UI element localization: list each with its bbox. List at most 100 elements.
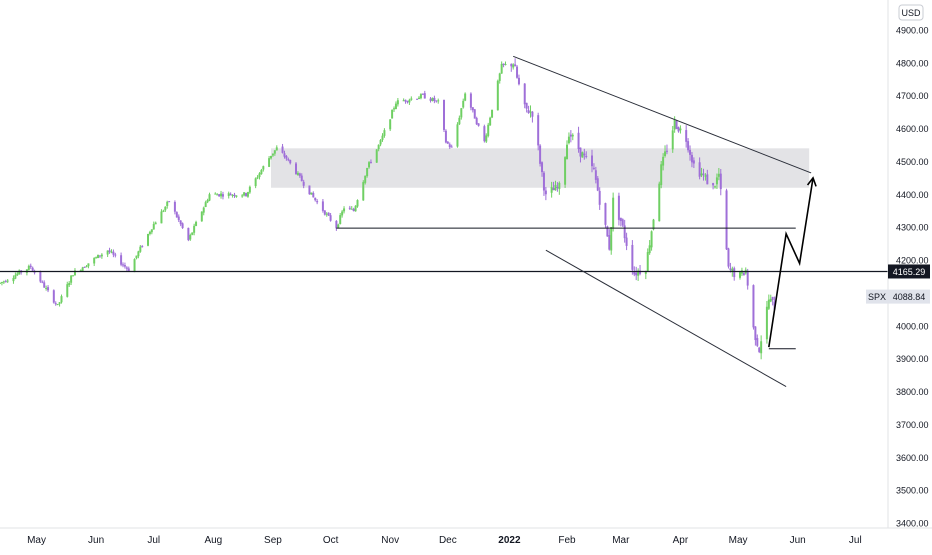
candle-body — [258, 173, 261, 178]
candle-body — [150, 229, 153, 233]
currency-badge-box — [898, 4, 924, 21]
candle-body — [154, 222, 157, 225]
candle-body — [329, 215, 332, 221]
candle-body — [321, 201, 324, 211]
candle-body — [692, 160, 695, 164]
candle-body — [341, 211, 344, 216]
candle-body — [456, 124, 459, 147]
candle-body — [139, 246, 142, 252]
candle-body — [639, 270, 642, 274]
x-tick-label: Dec — [439, 535, 457, 546]
candle-body — [220, 193, 223, 197]
candle-body — [569, 134, 572, 137]
candle-body — [241, 195, 244, 197]
candle-body — [719, 173, 722, 190]
candle-body — [4, 281, 7, 283]
y-tick-label: 3400.00 — [896, 519, 929, 529]
currency-label: USD — [901, 8, 921, 18]
drawings-layer — [0, 55, 888, 388]
candle-body — [712, 183, 715, 186]
y-tick-label: 3600.00 — [896, 453, 929, 463]
candle-body — [637, 270, 640, 276]
candle-body — [243, 192, 246, 196]
candle-body — [18, 270, 21, 275]
candle-body — [471, 107, 474, 111]
candle-body — [245, 193, 248, 196]
candle-body — [181, 223, 184, 229]
candle-body — [95, 257, 98, 259]
candle-body — [227, 193, 230, 196]
candle-body — [298, 173, 301, 176]
candle-body — [502, 63, 505, 65]
candle-body — [137, 251, 140, 257]
candle-body — [402, 100, 405, 102]
candle-body — [396, 100, 399, 105]
candle-body — [658, 183, 661, 222]
candle-body — [550, 186, 553, 193]
candle-body — [646, 252, 649, 272]
candle-body — [583, 153, 586, 156]
candle-body — [529, 111, 532, 113]
candle-body — [327, 212, 330, 216]
candle-body — [164, 206, 167, 211]
candle-body — [310, 192, 313, 195]
candle-body — [85, 266, 88, 268]
candle-body — [375, 149, 378, 163]
y-tick-label: 3700.00 — [896, 420, 929, 430]
candle-body — [60, 296, 63, 303]
candle-body — [47, 287, 50, 291]
candle-body — [81, 267, 84, 271]
candle-body — [404, 99, 407, 102]
candle-body — [531, 111, 534, 117]
candle-body — [419, 94, 422, 99]
candle-body — [539, 145, 542, 164]
candle-body — [43, 282, 46, 288]
currency-badge[interactable]: USD — [898, 4, 924, 21]
candle-body — [552, 188, 555, 191]
candle-body — [302, 181, 305, 186]
candle-body — [348, 207, 351, 209]
candle-body — [742, 272, 745, 276]
candle-body — [68, 283, 71, 286]
candle-body — [12, 277, 15, 282]
candle-body — [469, 93, 472, 108]
candle-body — [173, 201, 176, 212]
candle-body — [623, 225, 626, 239]
candle-body — [125, 267, 128, 269]
candle-body — [769, 298, 772, 302]
y-tick-label: 4700.00 — [896, 91, 929, 101]
candle-body — [350, 208, 353, 210]
candle-body — [33, 271, 36, 273]
candle-body — [485, 135, 488, 142]
candle-body — [141, 246, 144, 248]
x-tick-label: Mar — [612, 535, 630, 546]
candle-body — [475, 118, 478, 125]
candle-body — [512, 64, 515, 68]
candle-body — [664, 151, 667, 157]
candle-body — [14, 275, 17, 279]
candle-body — [685, 130, 688, 142]
candle-body — [343, 208, 346, 212]
candle-body — [671, 130, 674, 150]
candle-body — [56, 303, 59, 305]
candle-body — [483, 126, 486, 142]
candle-body — [58, 302, 61, 304]
candles-layer — [0, 58, 776, 360]
candle-body — [308, 185, 311, 195]
candle-body — [477, 123, 480, 126]
candle-body — [204, 202, 207, 207]
candle-body — [147, 234, 149, 246]
candle-body — [537, 115, 540, 146]
candle-body — [354, 205, 357, 212]
x-tick-label: 2022 — [498, 535, 521, 546]
candle-body — [179, 220, 182, 225]
candle-body — [517, 77, 520, 85]
candle-body — [443, 100, 445, 130]
candle-body — [29, 265, 32, 268]
candle-body — [500, 63, 503, 74]
candle-body — [765, 306, 768, 340]
last-price-badge — [888, 289, 930, 304]
